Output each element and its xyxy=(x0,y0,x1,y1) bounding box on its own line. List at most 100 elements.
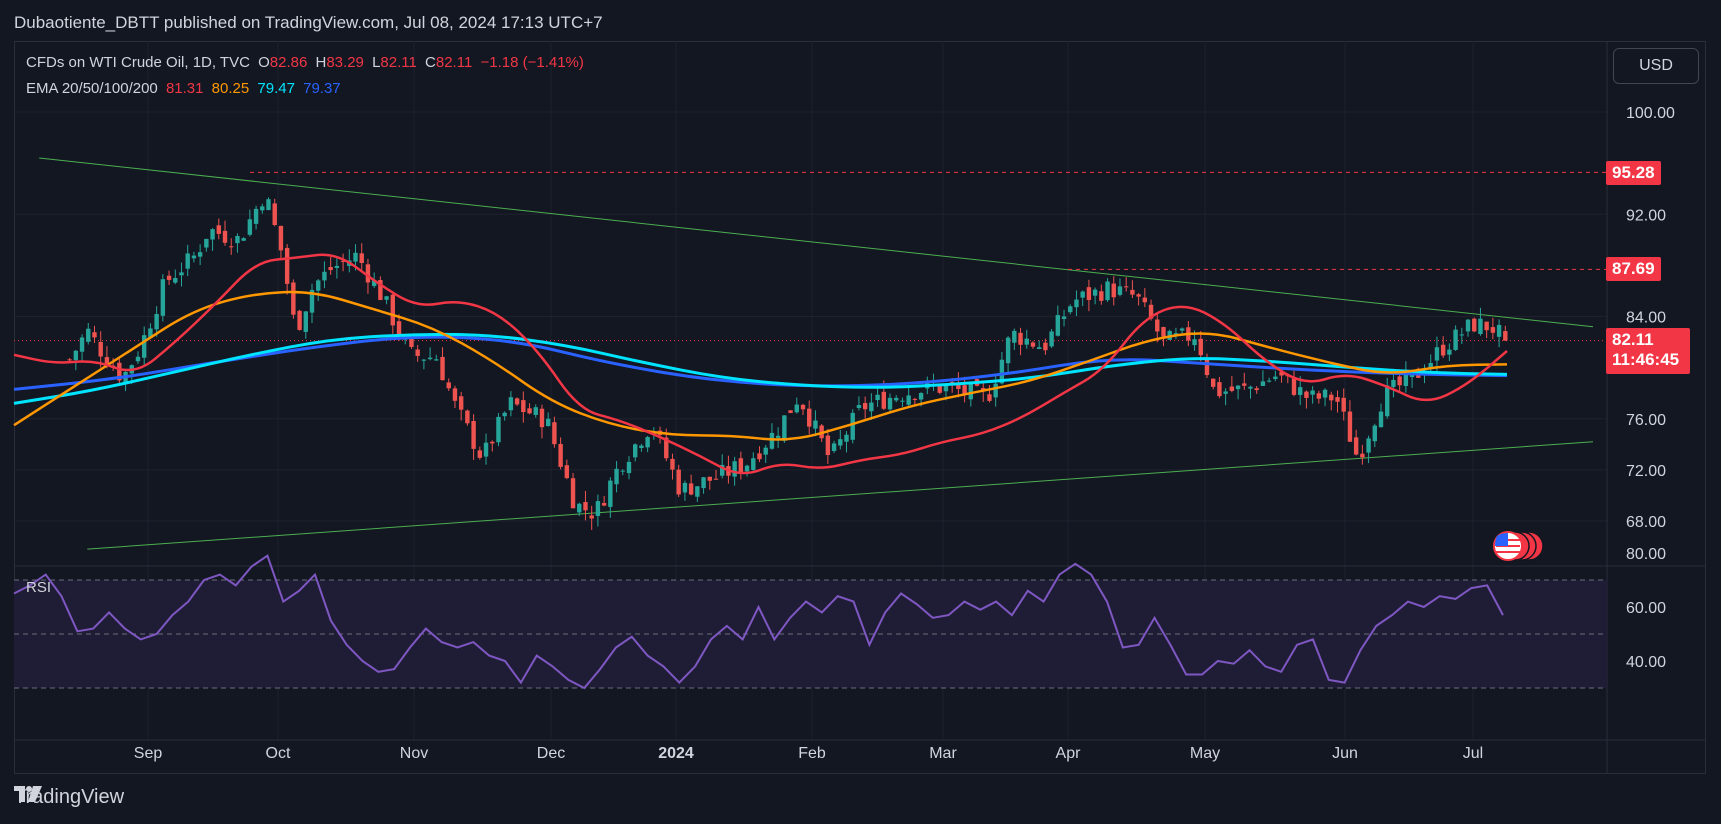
candle-body xyxy=(179,272,184,276)
candle-body xyxy=(707,476,712,481)
candle-body xyxy=(154,313,159,330)
candle-body xyxy=(390,294,396,326)
candle-body xyxy=(527,408,532,414)
ema-legend: EMA 20/50/100/200 81.31 80.25 79.47 79.3… xyxy=(26,80,345,97)
candle-body xyxy=(260,206,265,211)
time-axis-label: Dec xyxy=(537,745,565,762)
candle-body xyxy=(216,225,221,234)
candle-body xyxy=(589,515,594,519)
legend-close-label: C xyxy=(425,54,436,71)
candle-body xyxy=(1242,383,1247,386)
candle-body xyxy=(794,404,799,413)
candle-body xyxy=(73,350,79,361)
candle-body xyxy=(614,468,619,485)
candle-body xyxy=(1148,304,1154,319)
candle-body xyxy=(291,282,296,315)
price-axis-label: 100.00 xyxy=(1626,105,1675,122)
candle-body xyxy=(1092,289,1098,296)
candle-body xyxy=(869,402,874,412)
rsi-axis-label: 60.00 xyxy=(1626,600,1666,617)
candle-body xyxy=(1453,329,1458,350)
candle-body xyxy=(1074,299,1079,308)
candle-body xyxy=(552,422,557,445)
ema20-value: 81.31 xyxy=(165,80,204,97)
currency-button[interactable]: USD xyxy=(1613,48,1699,84)
candle-body xyxy=(210,229,215,240)
candle-body xyxy=(117,362,122,381)
candle-body xyxy=(881,391,886,409)
candle-body xyxy=(1099,291,1104,301)
candle-body xyxy=(1155,319,1160,332)
candle-body xyxy=(1472,318,1477,332)
candle-body xyxy=(688,483,694,495)
candle-body xyxy=(676,469,681,495)
candle-body xyxy=(1030,342,1036,347)
time-axis-label: Oct xyxy=(266,745,291,762)
candle-body xyxy=(371,280,377,286)
candle-body xyxy=(1210,378,1216,387)
candle-body xyxy=(322,271,327,281)
candle-body xyxy=(1310,390,1315,395)
ema50-value: 80.25 xyxy=(211,80,250,97)
candle-body xyxy=(1366,438,1371,453)
time-axis-label: Nov xyxy=(400,745,428,762)
time-axis-label: Sep xyxy=(134,745,163,762)
candle-body xyxy=(334,265,340,268)
rsi-axis-label: 40.00 xyxy=(1626,654,1666,671)
candle-body xyxy=(1273,376,1278,380)
candle-body xyxy=(1397,376,1402,386)
candle-body xyxy=(1329,394,1334,401)
candle-body xyxy=(539,408,545,428)
candle-body xyxy=(1055,315,1061,336)
publisher-text: Dubaotiente_DBTT published on TradingVie… xyxy=(14,13,603,32)
candle-body xyxy=(626,461,632,474)
us-flag-icon[interactable] xyxy=(1493,530,1545,562)
time-axis-label: Jun xyxy=(1332,745,1358,762)
candle-body xyxy=(813,420,818,429)
candle-body xyxy=(782,415,787,441)
time-axis-label: Apr xyxy=(1056,745,1082,762)
candle-body xyxy=(564,465,570,479)
candle-body xyxy=(142,335,147,358)
candle-body xyxy=(1130,289,1135,295)
candle-body xyxy=(1360,453,1365,458)
candle-body xyxy=(956,382,961,389)
rsi-axis-labels: 80.00 60.00 40.00 xyxy=(1626,546,1666,671)
candle-body xyxy=(1428,362,1433,370)
candle-body xyxy=(1378,411,1384,428)
candle-body xyxy=(999,359,1005,384)
candle-body xyxy=(1086,287,1092,301)
candle-body xyxy=(1372,425,1377,442)
candle-body xyxy=(844,434,849,442)
candle-body xyxy=(1223,391,1228,394)
candle-body xyxy=(235,236,240,244)
ema20-line xyxy=(13,253,1508,475)
time-axis-label: 2024 xyxy=(658,745,694,762)
candle-body xyxy=(1478,318,1483,335)
ema200-value: 79.37 xyxy=(303,80,341,97)
candle-body xyxy=(968,384,974,400)
candle-body xyxy=(483,442,489,457)
countdown-timer: 11:46:45 xyxy=(1612,350,1680,369)
candle-body xyxy=(284,247,290,284)
candle-body xyxy=(912,398,918,400)
candle-body xyxy=(490,441,495,444)
candle-body xyxy=(825,435,831,456)
candle-body xyxy=(1204,357,1210,376)
legend-close-value: 82.11 xyxy=(435,54,473,71)
candle-body xyxy=(1353,437,1359,455)
candle-body xyxy=(695,486,700,497)
candle-body xyxy=(446,382,451,389)
trendline-upper xyxy=(39,157,1594,328)
candle-body xyxy=(104,357,110,367)
candle-body xyxy=(682,482,688,493)
candle-body xyxy=(98,341,103,357)
tradingview-logo[interactable]: TradingView xyxy=(14,786,124,809)
candle-body xyxy=(328,266,333,271)
last-price-value: 82.11 xyxy=(1612,330,1654,349)
candle-body xyxy=(465,410,470,424)
price-axis-label: 72.00 xyxy=(1626,463,1666,480)
candle-body xyxy=(508,397,514,411)
candle-body xyxy=(440,356,445,381)
